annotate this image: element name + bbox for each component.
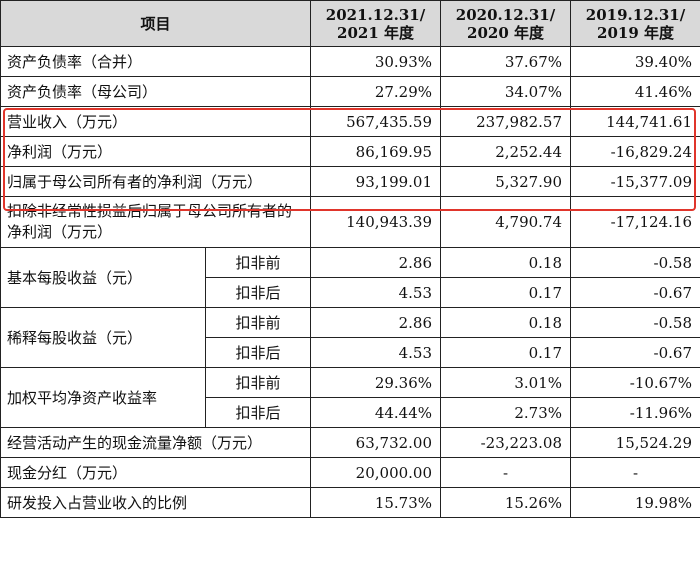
- row-label: 研发投入占营业收入的比例: [0, 487, 312, 518]
- value-2021: 4.53: [310, 277, 442, 308]
- table-row: 扣非后 4.53 0.17 -0.67: [1, 337, 700, 368]
- value-2019: -16,829.24: [570, 136, 700, 167]
- value-2020: 4,790.74: [440, 196, 572, 248]
- table-row: 资产负债率（合并） 30.93% 37.67% 39.40%: [0, 46, 700, 77]
- value-2021: 20,000.00: [310, 457, 442, 488]
- value-2019: -11.96%: [570, 397, 700, 428]
- sub-label: 扣非前: [204, 247, 312, 278]
- row-label: 归属于母公司所有者的净利润（万元）: [0, 166, 312, 197]
- header-2020: 2020.12.31/2020 年度: [440, 0, 572, 47]
- table-header-row: 项目 2021.12.31/2021 年度 2020.12.31/2020 年度…: [0, 0, 700, 47]
- row-label: 资产负债率（母公司）: [0, 76, 312, 107]
- value-2019: 144,741.61: [570, 106, 700, 137]
- row-label: 营业收入（万元）: [0, 106, 312, 137]
- value-2020: -23,223.08: [440, 427, 572, 458]
- table-row: 加权平均净资产收益率 扣非前 29.36% 3.01% -10.67%: [0, 367, 700, 428]
- value-2019: -: [570, 457, 700, 488]
- header-item: 项目: [0, 0, 312, 47]
- value-2020: 0.17: [440, 337, 572, 368]
- row-label: 经营活动产生的现金流量净额（万元）: [0, 427, 312, 458]
- group-label: 加权平均净资产收益率: [0, 367, 206, 428]
- header-2021: 2021.12.31/2021 年度: [310, 0, 442, 47]
- row-label: 净利润（万元）: [0, 136, 312, 167]
- value-2020: 2,252.44: [440, 136, 572, 167]
- value-2021: 15.73%: [310, 487, 442, 518]
- value-2019: -15,377.09: [570, 166, 700, 197]
- sub-label: 扣非后: [204, 277, 312, 308]
- table-row: 扣非后 44.44% 2.73% -11.96%: [1, 397, 700, 428]
- row-label: 现金分红（万元）: [0, 457, 312, 488]
- table-row: 研发投入占营业收入的比例 15.73% 15.26% 19.98%: [0, 487, 700, 518]
- value-2019: -0.58: [570, 247, 700, 278]
- table-row: 经营活动产生的现金流量净额（万元） 63,732.00 -23,223.08 1…: [0, 427, 700, 458]
- value-2021: 27.29%: [310, 76, 442, 107]
- sub-label: 扣非后: [204, 397, 312, 428]
- value-2019: -0.67: [570, 337, 700, 368]
- value-2020: 3.01%: [440, 367, 572, 398]
- value-2019: 15,524.29: [570, 427, 700, 458]
- group-label: 基本每股收益（元）: [0, 247, 206, 308]
- header-2019: 2019.12.31/2019 年度: [570, 0, 700, 47]
- value-2020: 34.07%: [440, 76, 572, 107]
- sub-label: 扣非后: [204, 337, 312, 368]
- value-2020: 237,982.57: [440, 106, 572, 137]
- value-2021: 30.93%: [310, 46, 442, 77]
- value-2020: 15.26%: [440, 487, 572, 518]
- value-2021: 4.53: [310, 337, 442, 368]
- value-2021: 93,199.01: [310, 166, 442, 197]
- value-2021: 2.86: [310, 247, 442, 278]
- value-2020: 0.18: [440, 247, 572, 278]
- table-row: 归属于母公司所有者的净利润（万元） 93,199.01 5,327.90 -15…: [0, 166, 700, 197]
- value-2021: 2.86: [310, 307, 442, 338]
- table-row: 扣除非经常性损益后归属于母公司所有者的净利润（万元） 140,943.39 4,…: [0, 196, 700, 248]
- value-2021: 29.36%: [310, 367, 442, 398]
- table-row: 扣非后 4.53 0.17 -0.67: [1, 277, 700, 308]
- table-row: 营业收入（万元） 567,435.59 237,982.57 144,741.6…: [0, 106, 700, 137]
- table-row: 净利润（万元） 86,169.95 2,252.44 -16,829.24: [0, 136, 700, 167]
- table-row: 现金分红（万元） 20,000.00 - -: [0, 457, 700, 488]
- value-2019: 19.98%: [570, 487, 700, 518]
- value-2019: -10.67%: [570, 367, 700, 398]
- financial-indicators-table: 项目 2021.12.31/2021 年度 2020.12.31/2020 年度…: [0, 0, 700, 518]
- group-label: 稀释每股收益（元）: [0, 307, 206, 368]
- row-label: 资产负债率（合并）: [0, 46, 312, 77]
- value-2020: 2.73%: [440, 397, 572, 428]
- value-2019: -17,124.16: [570, 196, 700, 248]
- value-2020: 5,327.90: [440, 166, 572, 197]
- value-2021: 86,169.95: [310, 136, 442, 167]
- value-2021: 63,732.00: [310, 427, 442, 458]
- value-2019: -0.58: [570, 307, 700, 338]
- sub-label: 扣非前: [204, 307, 312, 338]
- table-row: 资产负债率（母公司） 27.29% 34.07% 41.46%: [0, 76, 700, 107]
- value-2021: 567,435.59: [310, 106, 442, 137]
- sub-label: 扣非前: [204, 367, 312, 398]
- value-2021: 140,943.39: [310, 196, 442, 248]
- value-2019: 39.40%: [570, 46, 700, 77]
- value-2019: 41.46%: [570, 76, 700, 107]
- value-2020: -: [440, 457, 572, 488]
- value-2020: 0.17: [440, 277, 572, 308]
- value-2021: 44.44%: [310, 397, 442, 428]
- value-2020: 0.18: [440, 307, 572, 338]
- value-2019: -0.67: [570, 277, 700, 308]
- table-row: 稀释每股收益（元） 扣非前 2.86 0.18 -0.58: [0, 307, 700, 368]
- row-label: 扣除非经常性损益后归属于母公司所有者的净利润（万元）: [0, 196, 312, 248]
- value-2020: 37.67%: [440, 46, 572, 77]
- table-row: 基本每股收益（元） 扣非前 2.86 0.18 -0.58: [0, 247, 700, 308]
